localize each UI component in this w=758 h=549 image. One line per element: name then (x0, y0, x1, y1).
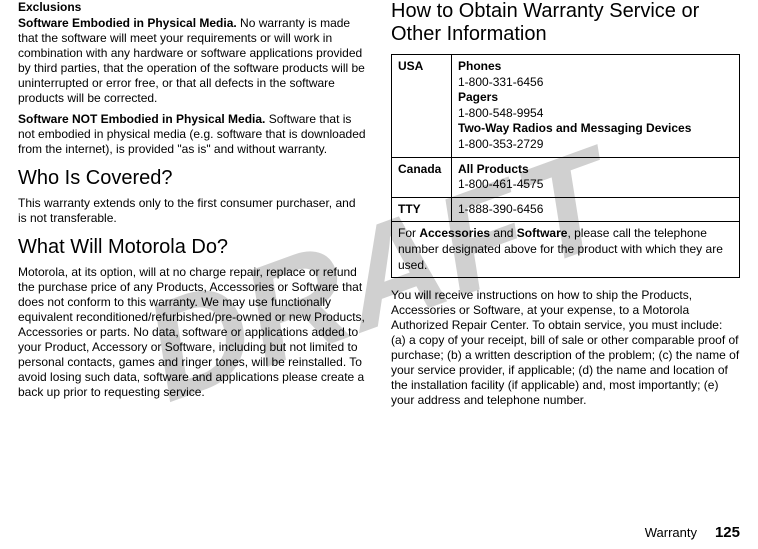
table-line: 1-888-390-6456 (458, 202, 543, 216)
table-footer-row: For Accessories and Software, please cal… (392, 222, 740, 278)
table-line: 1-800-461-4575 (458, 177, 543, 191)
table-row-label: TTY (392, 197, 452, 222)
right-column: How to Obtain Warranty Service or Other … (391, 0, 740, 414)
table-line: 1-800-353-2729 (458, 137, 543, 151)
footer-section: Warranty (645, 525, 697, 540)
table-line: Pagers (458, 90, 498, 104)
table-line: All Products (458, 162, 529, 176)
after-table-para: You will receive instructions on how to … (391, 288, 740, 408)
who-covered-heading: Who Is Covered? (18, 167, 367, 190)
table-line: 1-800-331-6456 (458, 75, 543, 89)
table-row: USA Phones 1-800-331-6456Pagers 1-800-548-9… (392, 55, 740, 158)
exclusions-heading: Exclusions (18, 0, 367, 14)
table-line: Phones (458, 59, 501, 73)
table-row-label: Canada (392, 157, 452, 197)
page-footer: Warranty 125 (645, 524, 740, 541)
table-row-content: Phones 1-800-331-6456Pagers 1-800-548-9954… (452, 55, 740, 158)
table-line: Two-Way Radios and Messaging Devices (458, 121, 691, 135)
table-row-content: 1-888-390-6456 (452, 197, 740, 222)
contact-table: USA Phones 1-800-331-6456Pagers 1-800-548-9… (391, 54, 740, 278)
para2-bold: Software NOT Embodied in Physical Media. (18, 112, 265, 126)
para1-bold: Software Embodied in Physical Media. (18, 16, 237, 30)
exclusions-para-1: Software Embodied in Physical Media. No … (18, 16, 367, 106)
footer-page-number: 125 (715, 524, 740, 541)
exclusions-para-2: Software NOT Embodied in Physical Media.… (18, 112, 367, 157)
obtain-service-heading: How to Obtain Warranty Service or Other … (391, 0, 740, 46)
table-row: TTY 1-888-390-6456 (392, 197, 740, 222)
what-motorola-body: Motorola, at its option, will at no char… (18, 265, 367, 400)
footer-bold-1: Accessories (419, 226, 490, 240)
who-covered-body: This warranty extends only to the first … (18, 196, 367, 226)
table-line: 1-800-548-9954 (458, 106, 543, 120)
table-footer-cell: For Accessories and Software, please cal… (392, 222, 740, 278)
table-row: CanadaAll Products1-800-461-4575 (392, 157, 740, 197)
table-row-label: USA (392, 55, 452, 158)
what-motorola-heading: What Will Motorola Do? (18, 236, 367, 259)
left-column: Exclusions Software Embodied in Physical… (18, 0, 367, 414)
table-row-content: All Products1-800-461-4575 (452, 157, 740, 197)
footer-bold-2: Software (517, 226, 568, 240)
page-content: Exclusions Software Embodied in Physical… (0, 0, 758, 414)
